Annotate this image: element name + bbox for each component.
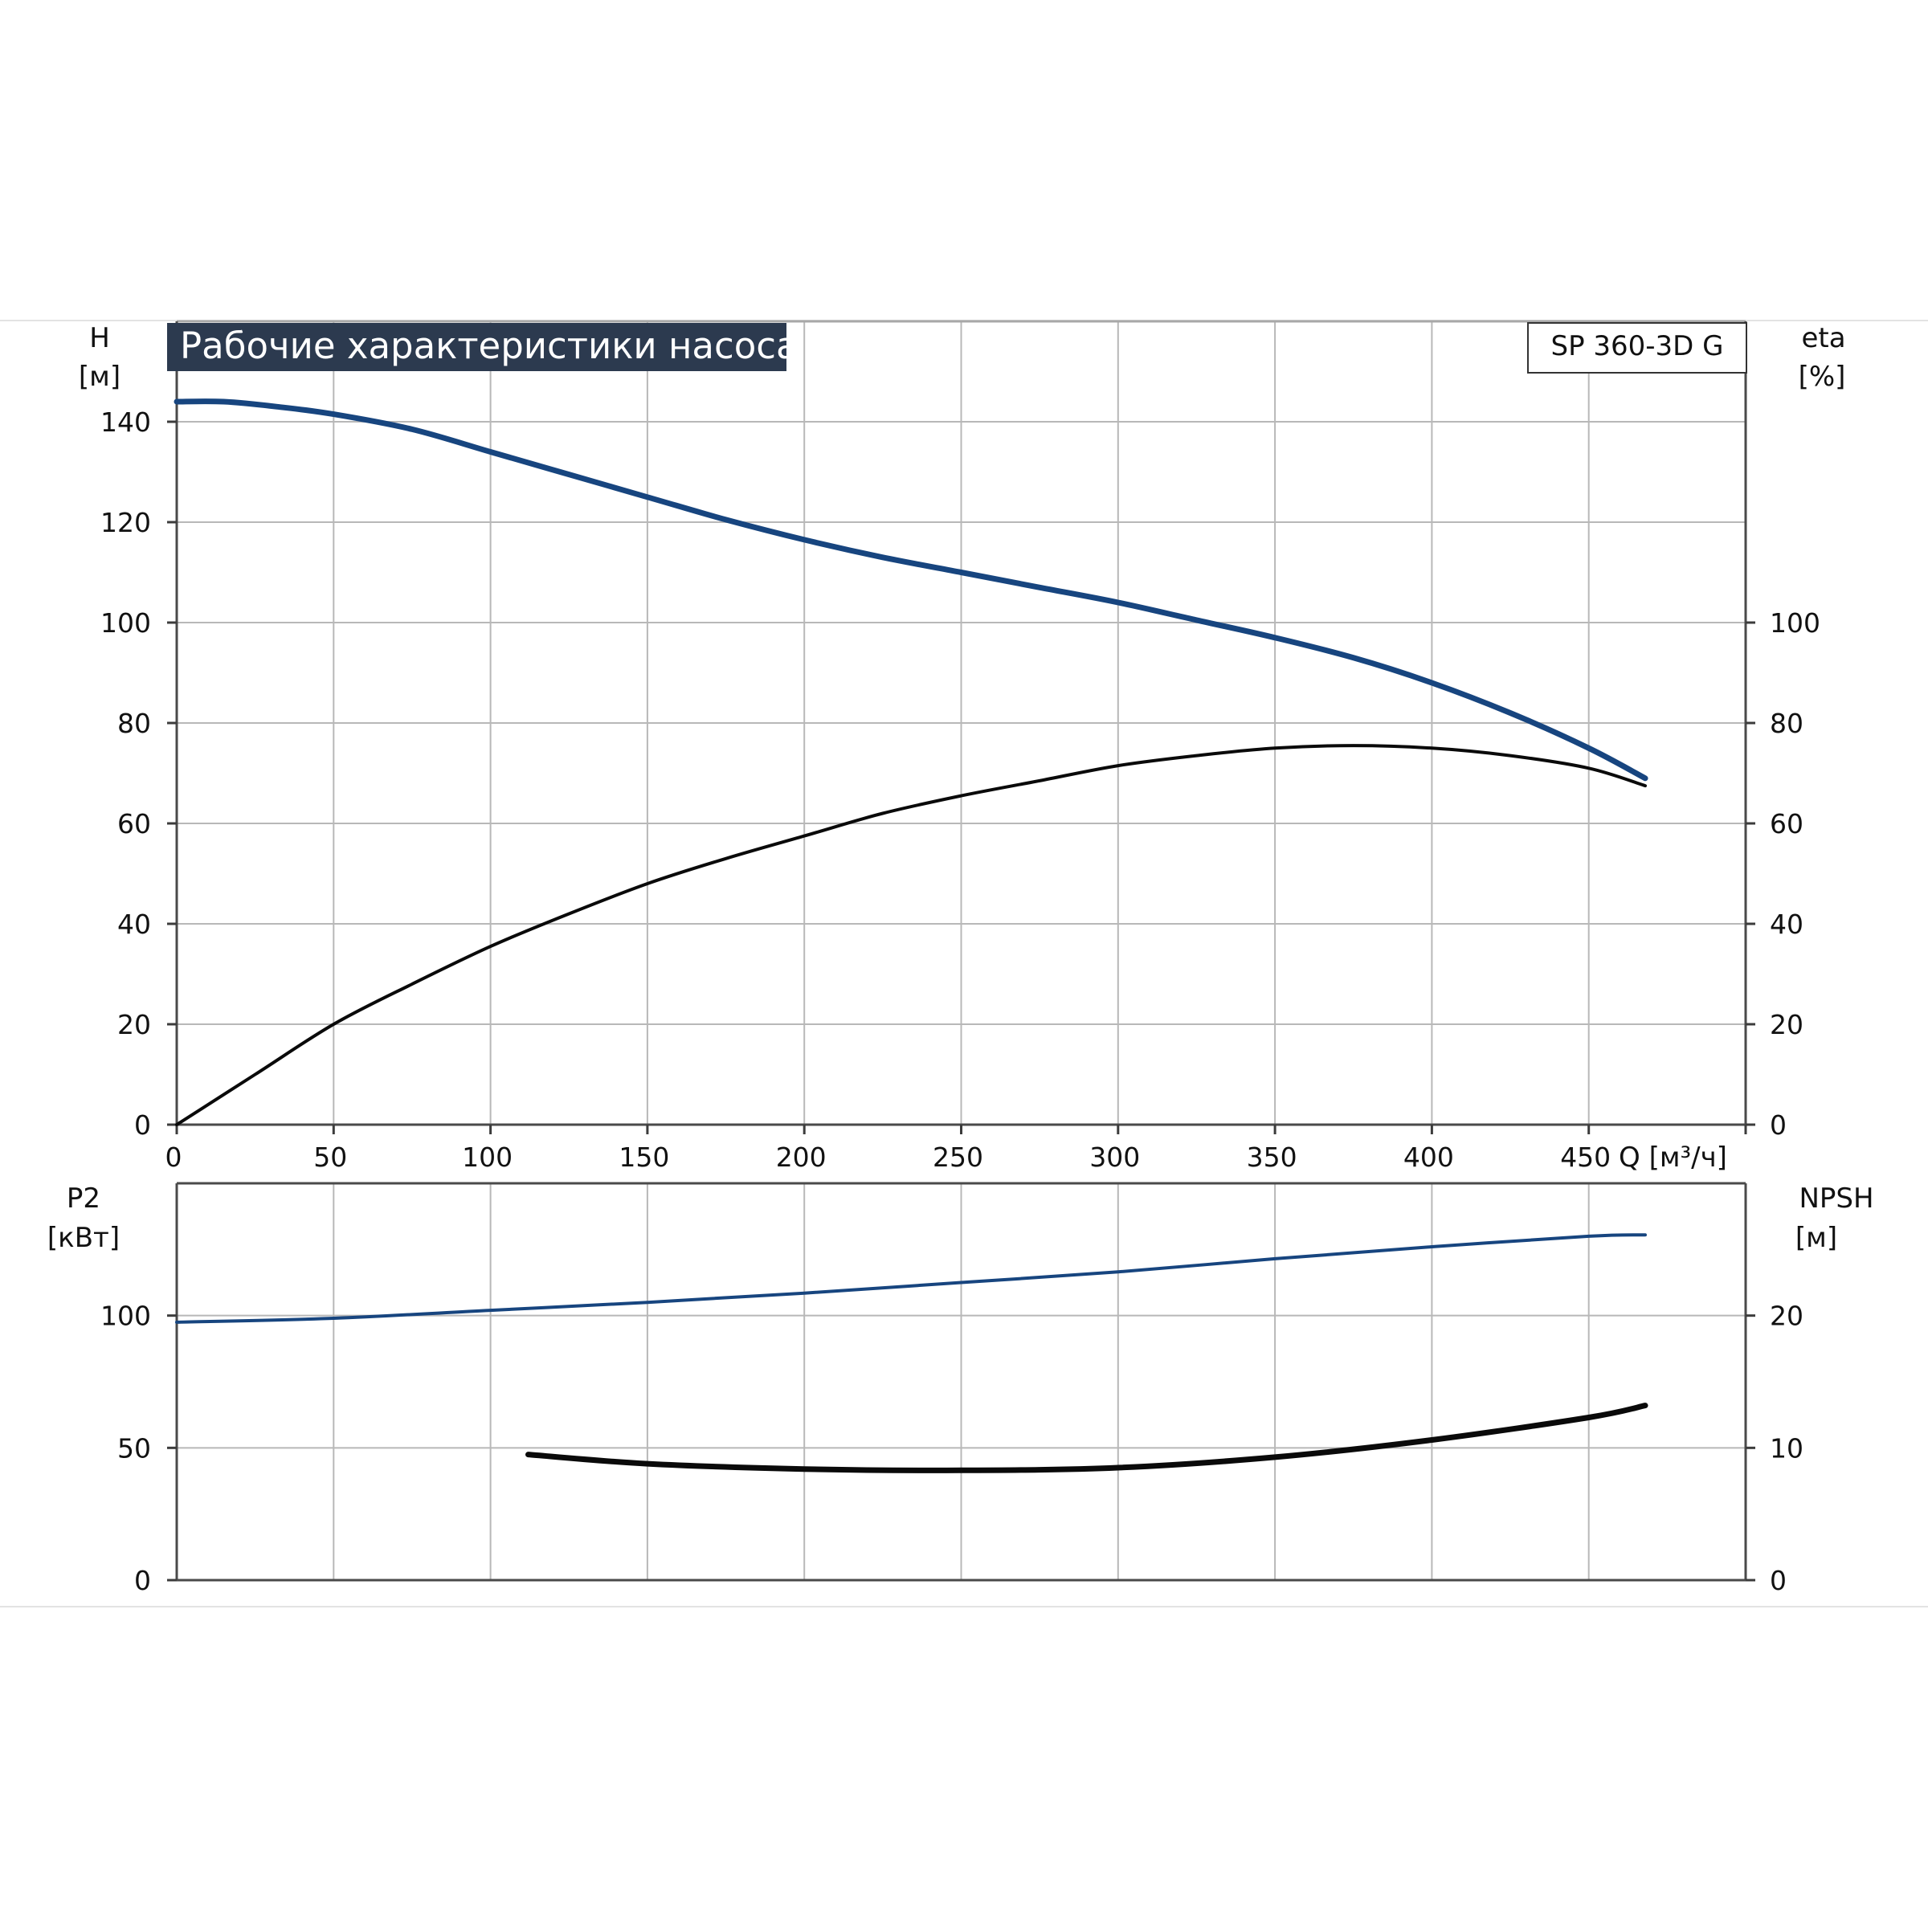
upper-grid [176, 320, 1746, 1125]
h-axis-unit: [м] [79, 361, 120, 393]
npsh-curve [525, 1403, 1648, 1473]
npsh-tick-label: 10 [1770, 1432, 1803, 1464]
npsh-axis-unit: [м] [1795, 1222, 1837, 1254]
eta-tick-label: 60 [1770, 808, 1803, 839]
head-curve-h [174, 398, 1648, 782]
eta-tick-label: 0 [1770, 1109, 1787, 1141]
h-tick-label: 140 [100, 406, 151, 438]
q-tick-label: 400 [1403, 1142, 1454, 1173]
q-tick-label: 200 [776, 1142, 827, 1173]
eta-tick-label: 20 [1770, 1009, 1803, 1040]
title-background [167, 323, 786, 371]
upper-series-group [174, 398, 1648, 1126]
p2-axis-label: P2 [67, 1182, 100, 1215]
q-tick-label: 150 [619, 1142, 669, 1173]
eta-axis-unit: [%] [1799, 361, 1846, 393]
q-tick-label: 250 [933, 1142, 983, 1173]
q-tick-label: 50 [313, 1142, 347, 1173]
eta-tick-label: 100 [1770, 607, 1820, 639]
q-tick-label: 100 [462, 1142, 513, 1173]
q-tick-label: 450 [1560, 1142, 1611, 1173]
p2-tick-label: 0 [134, 1565, 151, 1596]
h-tick-label: 20 [117, 1009, 151, 1040]
q-tick-label: 300 [1089, 1142, 1140, 1173]
p2-axis-unit: [кВт] [47, 1222, 120, 1254]
eta-axis-label: eta [1801, 322, 1845, 354]
model-box-border [1527, 322, 1747, 374]
p2-tick-label: 50 [117, 1432, 151, 1464]
eta-tick-label: 40 [1770, 909, 1803, 940]
h-axis-label: H [89, 322, 110, 354]
lower-series-group [175, 1233, 1648, 1473]
p2-tick-label: 100 [100, 1301, 151, 1332]
h-tick-label: 100 [100, 607, 151, 639]
upper-axes: 0 20 40 60 80 100 120 140 0 20 40 60 80 100 0 50 100 150 2… [100, 321, 1820, 1173]
model-box: SP 360-3D G [1527, 322, 1747, 374]
q-axis-label: Q [м³/ч] [1619, 1142, 1727, 1174]
h-tick-label: 40 [117, 909, 151, 940]
model-label: SP 360-3D G [1550, 330, 1723, 362]
h-tick-label: 60 [117, 808, 151, 839]
power-curve-p2 [175, 1233, 1647, 1324]
q-tick-label: 0 [165, 1142, 182, 1173]
h-tick-label: 120 [100, 507, 151, 538]
chart-title: Рабочие характеристики насоса [180, 325, 799, 367]
npsh-tick-label: 20 [1770, 1301, 1803, 1332]
h-tick-label: 0 [134, 1109, 151, 1141]
lower-axes: 0 50 100 0 10 20 [100, 1182, 1803, 1596]
npsh-axis-label: NPSH [1799, 1182, 1873, 1215]
chart-title-box: Рабочие характеристики насоса [167, 323, 799, 371]
npsh-tick-label: 0 [1770, 1565, 1787, 1596]
efficiency-curve-eta [175, 744, 1647, 1126]
q-tick-label: 350 [1247, 1142, 1297, 1173]
h-tick-label: 80 [117, 708, 151, 739]
eta-tick-label: 80 [1770, 708, 1803, 739]
